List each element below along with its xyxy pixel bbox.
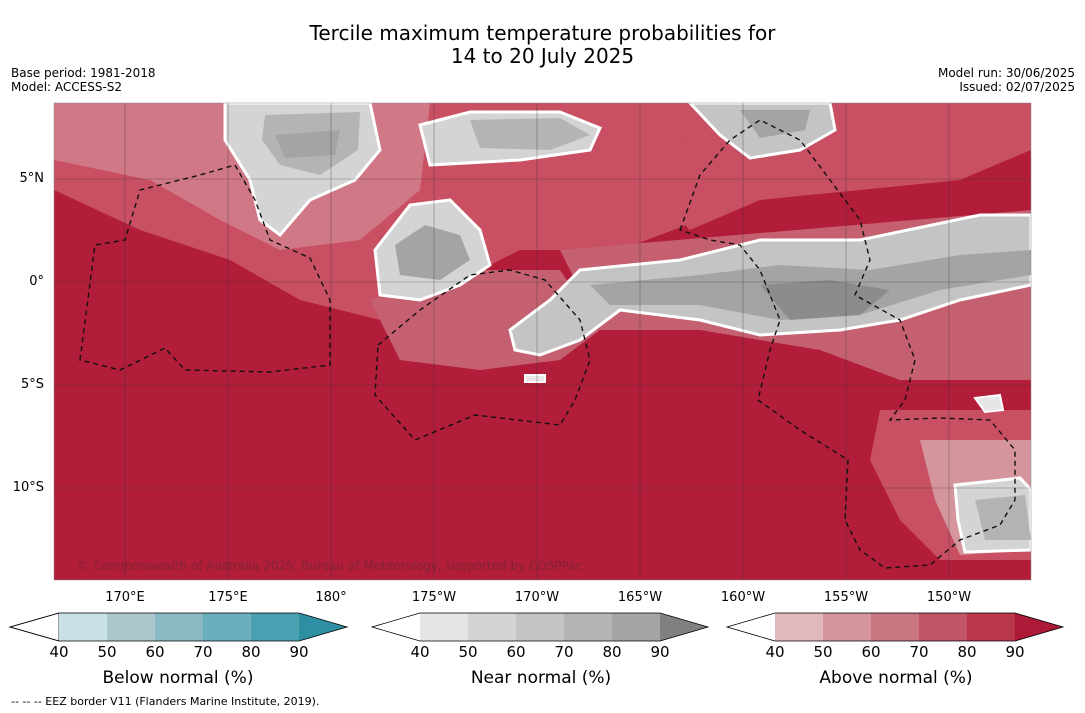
above-tick-40: 40 bbox=[765, 643, 785, 661]
eez-footnote: -- -- -- EEZ border V11 (Flanders Marine… bbox=[11, 695, 320, 708]
lon-label-170e: 170°E bbox=[105, 590, 145, 605]
near-normal-spot bbox=[524, 374, 546, 383]
model-run: Model run: 30/06/2025 bbox=[937, 66, 1075, 80]
lat-label-10s: 10°S bbox=[12, 480, 44, 495]
copyright-notice: © Commonwealth of Australia 2025, Bureau… bbox=[77, 559, 583, 573]
lon-label-175e: 175°E bbox=[208, 590, 248, 605]
below-tick-80: 80 bbox=[241, 643, 261, 661]
below-tick-90: 90 bbox=[289, 643, 309, 661]
below-normal-title: Below normal (%) bbox=[102, 668, 254, 688]
colorbar-above-normal bbox=[725, 612, 1065, 642]
lon-label-150w: 150°W bbox=[926, 590, 972, 605]
colorbar-below-normal bbox=[8, 612, 349, 642]
near-tick-70: 70 bbox=[554, 643, 574, 661]
near-tick-50: 50 bbox=[458, 643, 478, 661]
eez-borders bbox=[79, 119, 1016, 569]
lon-label-155w: 155°W bbox=[823, 590, 869, 605]
near-tick-90: 90 bbox=[650, 643, 670, 661]
map-title-line1: Tercile maximum temperature probabilitie… bbox=[309, 21, 776, 45]
lon-label-180: 180° bbox=[315, 590, 347, 605]
near-normal-core-northeast bbox=[740, 110, 810, 138]
probability-field bbox=[54, 103, 1031, 580]
below-tick-40: 40 bbox=[49, 643, 69, 661]
graticule bbox=[54, 103, 1031, 580]
near-normal-core-southeast bbox=[975, 495, 1031, 540]
above-normal-title: Above normal (%) bbox=[819, 668, 973, 688]
model-name: Model: ACCESS-S2 bbox=[11, 80, 123, 94]
above-tick-60: 60 bbox=[861, 643, 881, 661]
above-tick-90: 90 bbox=[1005, 643, 1025, 661]
lat-label-0: 0° bbox=[29, 274, 44, 289]
above-tick-50: 50 bbox=[813, 643, 833, 661]
lon-label-165w: 165°W bbox=[617, 590, 663, 605]
lon-label-160w: 160°W bbox=[720, 590, 766, 605]
colorbar-near-normal bbox=[370, 612, 710, 642]
below-tick-70: 70 bbox=[193, 643, 213, 661]
near-tick-40: 40 bbox=[410, 643, 430, 661]
near-normal-core-equator-west bbox=[395, 225, 470, 280]
near-normal-peak-north bbox=[275, 130, 340, 158]
below-tick-60: 60 bbox=[145, 643, 165, 661]
above-tick-80: 80 bbox=[957, 643, 977, 661]
lat-label-5n: 5°N bbox=[19, 171, 45, 186]
issued-date: Issued: 02/07/2025 bbox=[959, 80, 1075, 94]
below-tick-50: 50 bbox=[97, 643, 117, 661]
near-tick-80: 80 bbox=[602, 643, 622, 661]
lon-label-170w: 170°W bbox=[514, 590, 560, 605]
lat-label-5s: 5°S bbox=[20, 377, 44, 392]
map-frame bbox=[53, 102, 1032, 581]
near-normal-core-top bbox=[470, 118, 590, 150]
base-period: Base period: 1981-2018 bbox=[11, 66, 156, 80]
lon-label-175w: 175°W bbox=[411, 590, 457, 605]
near-normal-title: Near normal (%) bbox=[470, 668, 612, 688]
near-normal-spot-east bbox=[973, 393, 1005, 414]
near-tick-60: 60 bbox=[506, 643, 526, 661]
above-tick-70: 70 bbox=[909, 643, 929, 661]
map-title-line2: 14 to 20 July 2025 bbox=[450, 44, 635, 68]
near-normal-peak-equator bbox=[760, 280, 890, 320]
